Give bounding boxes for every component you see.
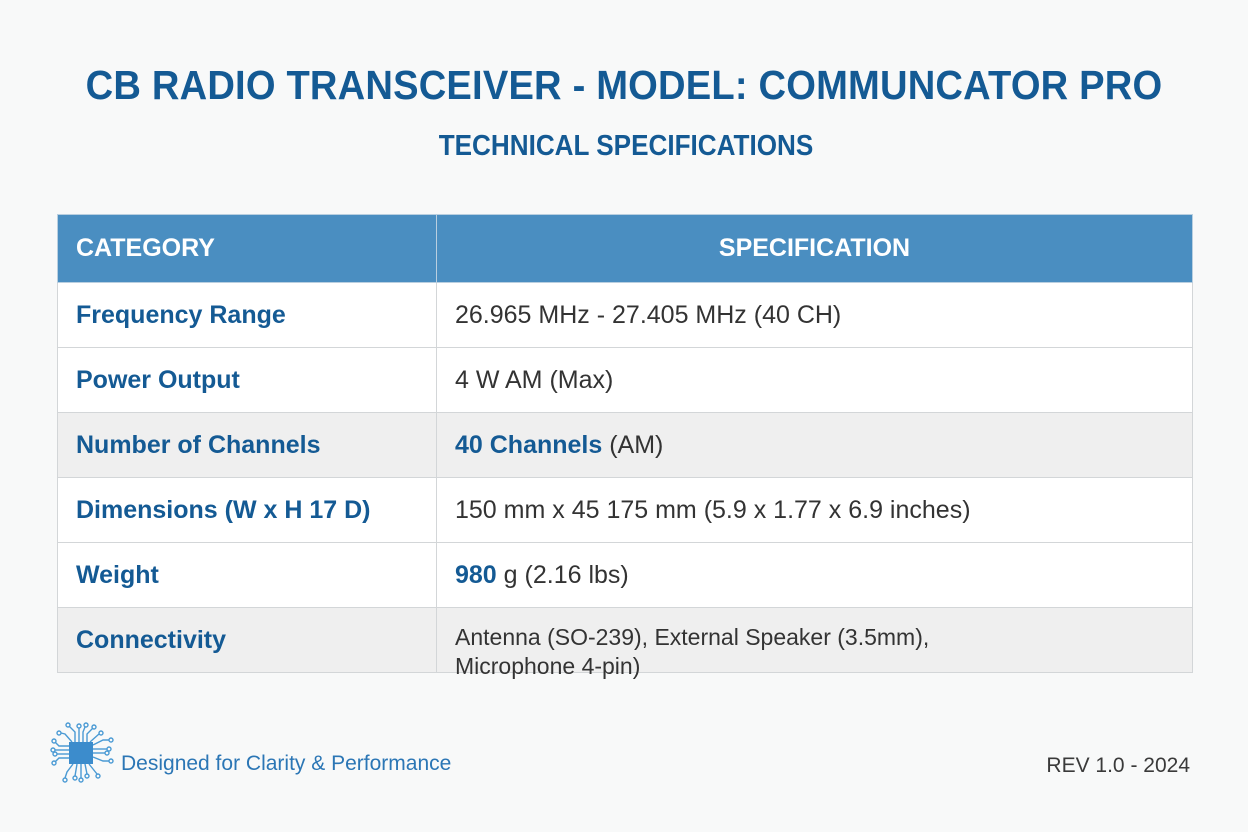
column-header-category: CATEGORY bbox=[57, 214, 437, 283]
table-row: Connectivity Antenna (SO-239), External … bbox=[57, 607, 1193, 679]
value-rest: (AM) bbox=[602, 430, 664, 459]
row-value: 4 W AM (Max) bbox=[436, 347, 1193, 413]
table-row: Dimensions (W x H 17 D) 150 mm x 45 175 … bbox=[57, 477, 1193, 543]
row-category: Connectivity bbox=[57, 607, 437, 673]
circuit-chip-icon bbox=[50, 722, 114, 783]
value-rest: g (2.16 lbs) bbox=[496, 560, 629, 589]
footer-branding: Designed for Clarity & Performance bbox=[47, 718, 451, 786]
table-row: Power Output 4 W AM (Max) bbox=[57, 347, 1193, 413]
row-category: Dimensions (W x H 17 D) bbox=[57, 477, 437, 543]
row-category: Weight bbox=[57, 542, 437, 608]
page-title: CB RADIO TRANSCEIVER - MODEL: COMMUNCATO… bbox=[85, 62, 1163, 108]
revision-label: REV 1.0 - 2024 bbox=[1046, 754, 1190, 777]
row-category: Frequency Range bbox=[57, 282, 437, 348]
value-highlight: 40 Channels bbox=[455, 430, 603, 459]
row-value: 40 Channels (AM) bbox=[436, 412, 1193, 478]
table-row: Weight 980 g (2.16 lbs) bbox=[57, 542, 1193, 608]
value-line-2: Microphone 4-pin) bbox=[455, 653, 641, 679]
column-header-specification: SPECIFICATION bbox=[436, 214, 1193, 283]
row-category: Number of Channels bbox=[57, 412, 437, 478]
value-line-1: Antenna (SO-239), External Speaker (3.5m… bbox=[455, 624, 930, 650]
page-subtitle: TECHNICAL SPECIFICATIONS bbox=[438, 130, 814, 162]
table-row: Frequency Range 26.965 MHz - 27.405 MHz … bbox=[57, 282, 1193, 348]
footer-tagline: Designed for Clarity & Performance bbox=[121, 752, 452, 775]
row-value: 980 g (2.16 lbs) bbox=[436, 542, 1193, 608]
row-value: 26.965 MHz - 27.405 MHz (40 CH) bbox=[436, 282, 1193, 348]
value-highlight: 980 bbox=[455, 560, 497, 589]
table-row: Number of Channels 40 Channels (AM) bbox=[57, 412, 1193, 478]
spec-table: CATEGORY SPECIFICATION Frequency Range 2… bbox=[57, 214, 1193, 679]
row-value: 150 mm x 45 175 mm (5.9 x 1.77 x 6.9 inc… bbox=[436, 477, 1193, 543]
row-value: Antenna (SO-239), External Speaker (3.5m… bbox=[436, 607, 1193, 679]
table-header-row: CATEGORY SPECIFICATION bbox=[57, 214, 1193, 283]
row-category: Power Output bbox=[57, 347, 437, 413]
